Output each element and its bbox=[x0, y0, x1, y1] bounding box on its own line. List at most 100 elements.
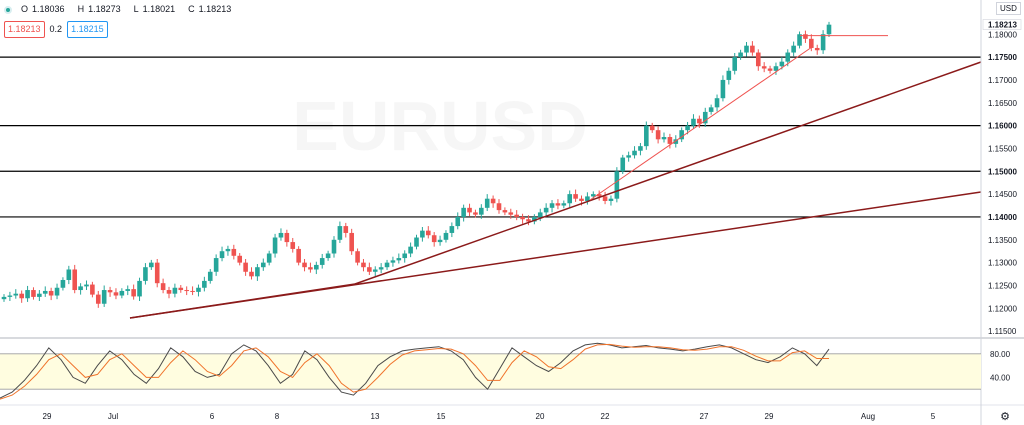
candle bbox=[302, 258, 307, 272]
candle bbox=[797, 31, 802, 49]
price-tick-label: 1.17000 bbox=[988, 76, 1017, 85]
candle bbox=[337, 221, 343, 243]
candle bbox=[502, 207, 508, 216]
price-tick-label: 1.13000 bbox=[988, 259, 1017, 268]
candle bbox=[697, 115, 702, 128]
gear-icon[interactable]: ⚙ bbox=[1000, 411, 1010, 423]
candle bbox=[473, 209, 478, 218]
candle bbox=[131, 284, 136, 300]
time-tick-label: 20 bbox=[536, 412, 545, 421]
candle bbox=[420, 227, 425, 242]
current-price-tag bbox=[982, 19, 1022, 30]
legend-low: L 1.18021 bbox=[133, 4, 176, 14]
candle bbox=[744, 42, 749, 57]
candle bbox=[708, 104, 714, 115]
candle bbox=[66, 265, 72, 285]
candle bbox=[37, 290, 42, 302]
candle bbox=[773, 62, 779, 75]
trendlines bbox=[129, 46, 982, 319]
candle bbox=[638, 142, 643, 156]
trendline-1 bbox=[354, 61, 982, 285]
candle bbox=[814, 44, 820, 55]
candle bbox=[314, 261, 319, 275]
candle bbox=[260, 258, 266, 271]
candle bbox=[803, 30, 808, 43]
stoch-tick-label: 80.00 bbox=[990, 350, 1011, 359]
price-tick-label: 1.18000 bbox=[988, 30, 1017, 39]
candle bbox=[791, 41, 796, 57]
candle bbox=[449, 222, 455, 238]
candle bbox=[378, 263, 384, 274]
candle bbox=[755, 49, 761, 71]
candle bbox=[54, 283, 60, 300]
candle bbox=[384, 259, 390, 270]
time-tick-label: Jul bbox=[108, 412, 118, 421]
candle bbox=[596, 190, 602, 201]
trendline-2 bbox=[129, 191, 982, 319]
candle bbox=[72, 264, 78, 294]
candle bbox=[425, 226, 431, 239]
candle bbox=[496, 199, 502, 214]
candle bbox=[31, 287, 36, 300]
candle bbox=[207, 269, 213, 284]
candle bbox=[331, 236, 337, 258]
candle bbox=[455, 212, 461, 230]
candle bbox=[172, 283, 178, 298]
candle bbox=[714, 94, 720, 112]
candle bbox=[249, 267, 254, 280]
symbol-status-dot[interactable] bbox=[4, 5, 12, 14]
price-tick-label: 1.16000 bbox=[988, 122, 1017, 131]
candle bbox=[431, 232, 437, 247]
price-tick-label: 1.16500 bbox=[988, 99, 1017, 108]
sell-price-button[interactable]: 1.18213 bbox=[4, 21, 45, 38]
candle bbox=[367, 262, 372, 275]
candle bbox=[661, 132, 667, 143]
price-tick-label: 1.17500 bbox=[988, 53, 1017, 62]
candle bbox=[585, 192, 590, 205]
candle bbox=[184, 286, 189, 296]
currency-label[interactable]: USD bbox=[996, 2, 1021, 15]
candle bbox=[119, 288, 125, 299]
candle bbox=[720, 75, 726, 102]
candle bbox=[137, 277, 142, 302]
candle bbox=[372, 266, 378, 277]
candle bbox=[396, 253, 402, 264]
candle bbox=[308, 262, 313, 273]
time-tick-label: 29 bbox=[43, 412, 52, 421]
candle bbox=[555, 199, 561, 210]
stoch-d-line bbox=[0, 343, 829, 400]
candle bbox=[231, 244, 237, 260]
time-tick-label: 13 bbox=[371, 412, 380, 421]
candle bbox=[626, 151, 631, 162]
candle bbox=[325, 250, 331, 261]
candle bbox=[166, 286, 172, 299]
candle bbox=[567, 190, 573, 208]
buy-price-button[interactable]: 1.18215 bbox=[67, 21, 108, 38]
candle bbox=[90, 281, 95, 298]
candle bbox=[25, 285, 30, 302]
candle bbox=[84, 280, 89, 291]
candle bbox=[272, 233, 278, 258]
candle bbox=[343, 222, 349, 238]
candle bbox=[266, 250, 272, 266]
price-tick-label: 1.13500 bbox=[988, 236, 1017, 245]
candle bbox=[190, 286, 195, 296]
candle bbox=[19, 290, 24, 303]
horizontal-levels bbox=[0, 56, 981, 218]
time-tick-label: 22 bbox=[601, 412, 610, 421]
candle bbox=[667, 133, 673, 149]
candle bbox=[437, 235, 443, 246]
candle bbox=[614, 167, 620, 203]
price-axis: 1.11500 1.12000 1.12500 1.13000 1.13500 1.140… bbox=[982, 19, 1022, 382]
candles bbox=[1, 21, 888, 308]
candle bbox=[95, 290, 101, 308]
candle bbox=[408, 242, 413, 258]
candle bbox=[149, 259, 154, 270]
candle bbox=[48, 287, 54, 301]
candle bbox=[608, 195, 614, 206]
candle bbox=[508, 208, 514, 219]
candle bbox=[101, 285, 107, 307]
candle bbox=[573, 189, 578, 202]
candle bbox=[602, 191, 608, 205]
